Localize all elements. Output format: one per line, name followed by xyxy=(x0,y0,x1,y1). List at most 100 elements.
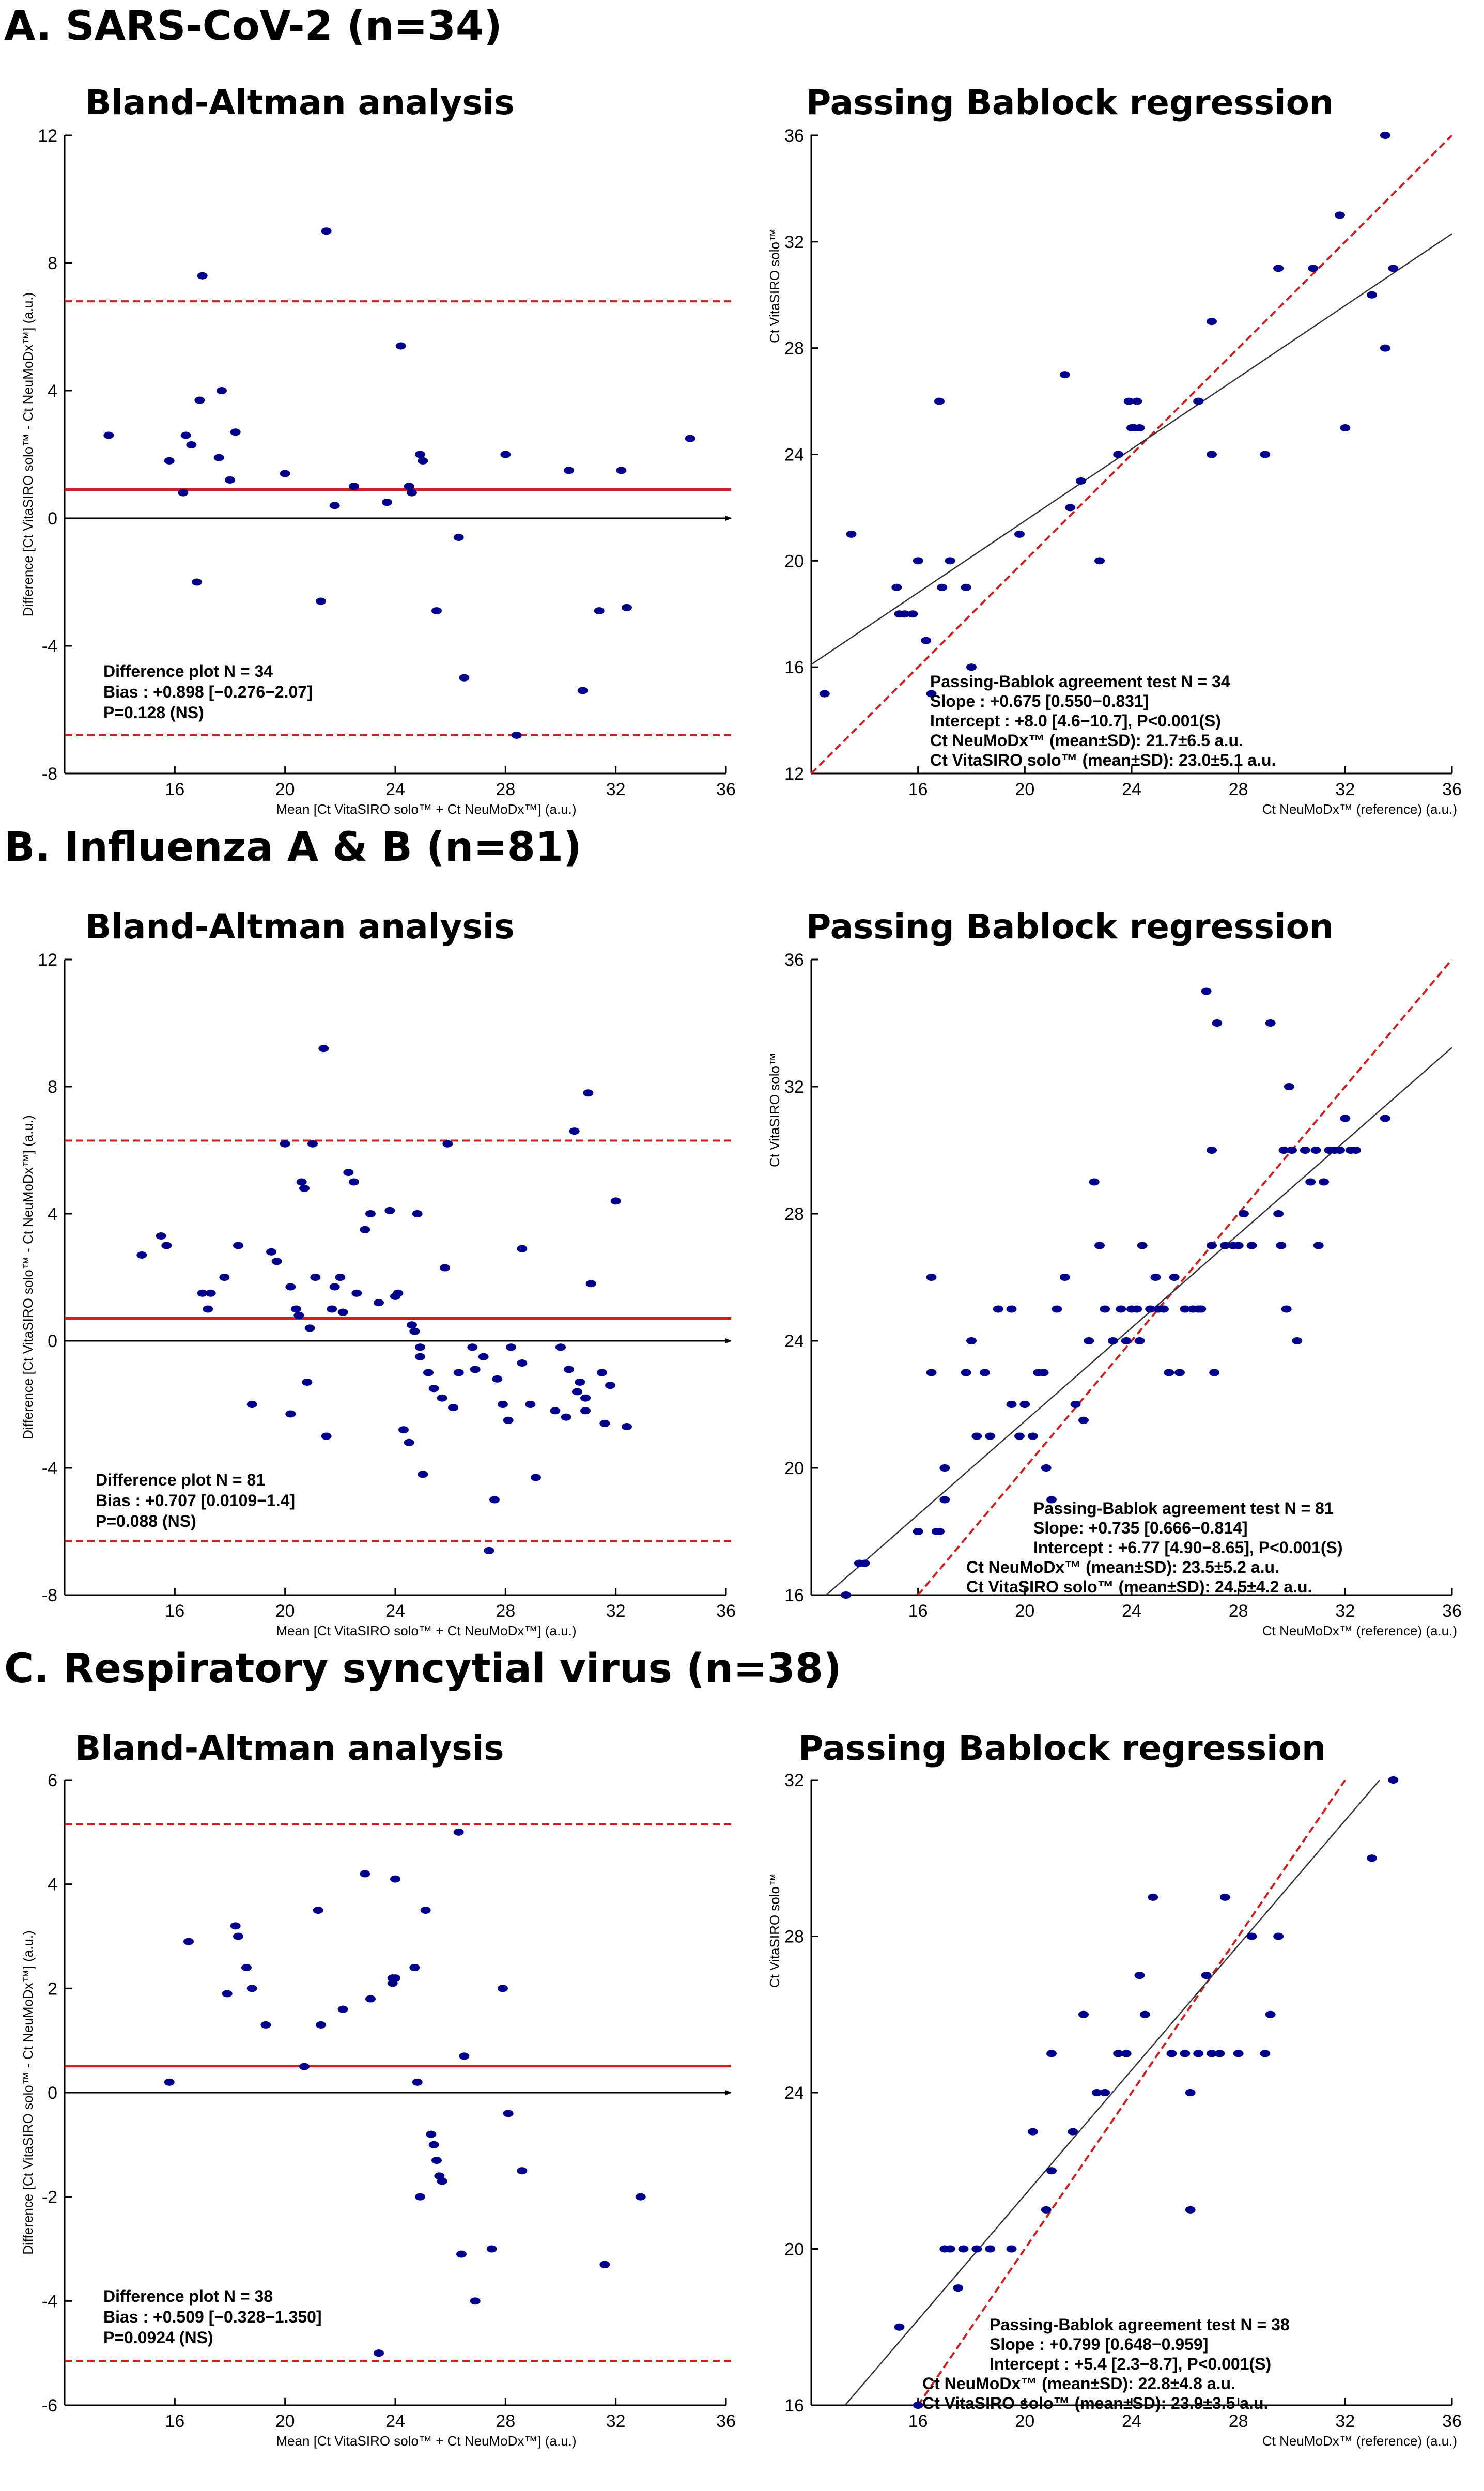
data-point xyxy=(1305,1178,1316,1186)
annotation-line: Bias : +0.707 [0.0109−1.4] xyxy=(96,1491,295,1510)
data-point xyxy=(233,1242,243,1249)
annotation-line: Ct VitaSIRO solo™ (mean±SD): 23.9±3.5 a.… xyxy=(922,2394,1268,2412)
data-point xyxy=(1046,2167,1057,2175)
data-point xyxy=(192,578,202,586)
data-point xyxy=(374,1299,384,1307)
data-point xyxy=(1158,1305,1169,1313)
data-point xyxy=(1027,2128,1038,2136)
annotation-line: Difference plot N = 38 xyxy=(103,2287,273,2306)
data-point xyxy=(907,610,918,618)
annotation-line: P=0.128 (NS) xyxy=(103,703,204,722)
y-tick-label: 12 xyxy=(38,126,57,146)
data-point xyxy=(971,2245,982,2253)
data-point xyxy=(280,470,290,477)
data-point xyxy=(1139,2010,1150,2018)
data-point xyxy=(1340,424,1351,432)
data-point xyxy=(321,227,332,235)
x-tick-label: 36 xyxy=(1442,1601,1462,1621)
data-point xyxy=(1121,2050,1132,2057)
x-tick-label: 36 xyxy=(1442,780,1462,799)
data-point xyxy=(503,2110,514,2117)
data-point xyxy=(233,1932,243,1940)
data-point xyxy=(428,1385,439,1393)
data-point xyxy=(1132,397,1142,405)
y-tick-label: -4 xyxy=(42,637,57,656)
data-point xyxy=(384,1206,395,1214)
data-point xyxy=(1228,1242,1239,1249)
data-point xyxy=(934,397,945,405)
data-point xyxy=(222,1990,233,1998)
x-tick-label: 20 xyxy=(1015,1601,1034,1621)
data-point xyxy=(1046,2050,1057,2057)
data-point xyxy=(1207,2050,1217,2057)
data-point xyxy=(1380,132,1390,139)
data-point xyxy=(1041,2206,1052,2214)
data-point xyxy=(203,1305,213,1313)
x-tick-label: 20 xyxy=(275,1601,295,1621)
panel-a-ba-title: Bland-Altman analysis xyxy=(85,83,515,122)
data-point xyxy=(1100,1305,1110,1313)
data-point xyxy=(1180,1305,1191,1313)
x-tick-label: 32 xyxy=(1335,780,1355,799)
data-point xyxy=(194,396,205,404)
data-point xyxy=(103,431,114,439)
data-point xyxy=(1052,1305,1062,1313)
data-point xyxy=(412,2078,423,2086)
data-point xyxy=(1308,265,1319,272)
data-point xyxy=(291,1305,301,1313)
annotation-line: P=0.088 (NS) xyxy=(96,1512,196,1530)
data-point xyxy=(293,1311,304,1319)
data-point xyxy=(555,1343,566,1351)
x-tick-label: 24 xyxy=(1122,1601,1141,1621)
data-point xyxy=(1019,1401,1030,1408)
data-point xyxy=(225,476,235,484)
annotation-line: Ct NeuMoDx™ (mean±SD): 23.5±5.2 a.u. xyxy=(966,1558,1279,1576)
data-point xyxy=(1094,1242,1105,1249)
x-tick-label: 24 xyxy=(1122,2411,1141,2431)
y-tick-label: 32 xyxy=(784,1771,804,1790)
data-point xyxy=(1388,265,1399,272)
data-point xyxy=(407,489,417,497)
data-point xyxy=(564,1366,574,1373)
data-point xyxy=(280,1140,290,1148)
annotation-line: Passing-Bablok agreement test N = 38 xyxy=(990,2315,1290,2334)
y-tick-label: 12 xyxy=(784,764,804,784)
data-point xyxy=(1284,1083,1294,1090)
data-point xyxy=(390,1974,400,1982)
data-point xyxy=(1380,1115,1390,1122)
annotation-line: Intercept : +8.0 [4.6−10.7], P<0.001(S) xyxy=(930,711,1221,730)
data-point xyxy=(299,2063,310,2070)
data-point xyxy=(1075,477,1086,485)
x-tick-label: 20 xyxy=(275,780,295,799)
x-tick-label: 24 xyxy=(1122,780,1141,799)
data-point xyxy=(517,1245,528,1252)
data-point xyxy=(599,1419,610,1427)
data-point xyxy=(161,1242,172,1249)
y-tick-label: 32 xyxy=(784,1077,804,1097)
data-point xyxy=(318,1045,329,1053)
data-point xyxy=(1239,1210,1249,1217)
y-tick-label: 28 xyxy=(784,1204,804,1224)
data-point xyxy=(1006,1305,1017,1313)
data-point xyxy=(489,1496,500,1504)
annotation-line: Passing-Bablok agreement test N = 81 xyxy=(1033,1499,1334,1518)
data-point xyxy=(431,2157,442,2164)
data-point xyxy=(1207,1147,1217,1154)
data-point xyxy=(478,1353,489,1360)
data-point xyxy=(217,387,227,394)
x-tick-label: 32 xyxy=(606,1601,626,1621)
data-point xyxy=(1134,1337,1145,1344)
data-point xyxy=(1273,1210,1284,1217)
data-point xyxy=(1089,1178,1100,1186)
data-point xyxy=(1038,1369,1049,1376)
data-point xyxy=(316,2021,326,2029)
y-tick-label: 36 xyxy=(784,126,804,146)
data-point xyxy=(841,1591,852,1599)
x-tick-label: 36 xyxy=(1442,2411,1462,2431)
data-point xyxy=(246,1401,257,1408)
data-point xyxy=(442,1140,453,1148)
data-point xyxy=(178,489,189,497)
data-point xyxy=(1207,1242,1217,1249)
